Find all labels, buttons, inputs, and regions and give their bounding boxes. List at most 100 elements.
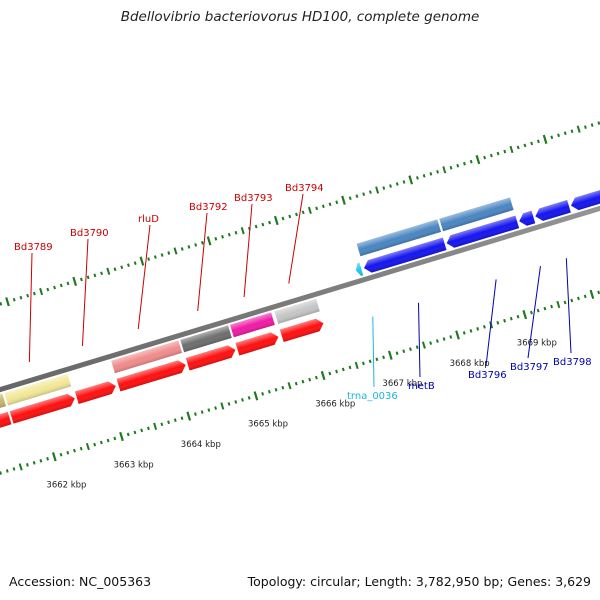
upper-ruler-tick [576,125,581,133]
upper-ruler-tick [368,190,372,194]
lower-ruler-tick [220,402,225,410]
upper-ruler-tick [167,251,171,255]
feature-Bd3790[interactable] [74,380,118,404]
upper-ruler-tick [483,155,487,160]
upper-ruler-tick [530,141,534,146]
upper-ruler-tick [557,133,560,138]
lower-ruler-tick [536,308,540,313]
upper-ruler-tick [550,135,554,140]
lower-ruler-tick [173,418,177,423]
lower-ruler-tick [354,361,359,370]
upper-ruler-tick [53,285,56,290]
feature-cog_rev-11[interactable] [230,312,275,338]
gene-label: Bd3793 [234,193,273,204]
upper-ruler-tick [5,297,10,307]
feature-cog_rev-8[interactable] [4,373,72,406]
upper-ruler-tick [449,165,453,170]
feature-cog_rev-10[interactable] [180,325,232,353]
upper-ruler-tick [93,273,97,278]
feature-Bd3798[interactable] [534,200,571,223]
feature-cog_fwd-19[interactable] [356,219,442,257]
feature-cog_rev-12[interactable] [274,298,320,324]
feature-Bd3797[interactable] [517,210,536,228]
lower-ruler-tick [79,446,83,451]
feature-cog_rev-7[interactable] [0,393,7,414]
feature-Bd3794[interactable] [279,317,325,343]
feature-cog_fwd-20[interactable] [439,197,514,232]
lower-ruler-tick [362,361,365,366]
feature-cds_fwd-18[interactable] [569,188,600,212]
lower-ruler-tick [93,442,97,447]
gene-label: Bd3796 [468,370,507,381]
upper-ruler-tick [268,220,272,225]
feature-metB[interactable] [362,237,447,275]
upper-ruler-tick [590,123,594,127]
upper-ruler-tick [436,169,440,174]
feature-cog_rev-9[interactable] [111,340,183,374]
lower-ruler-tick [26,463,29,467]
upper-ruler-tick [59,283,63,288]
leader-line [565,258,572,354]
feature-cds_rev-0[interactable] [0,411,12,432]
feature-Bd3789[interactable] [9,392,77,424]
backbone-line [0,205,600,393]
lower-ruler-tick [415,345,419,349]
lower-ruler-tick [200,410,204,414]
upper-ruler-tick [234,230,238,235]
upper-ruler-tick [348,196,352,201]
leader-line [288,193,304,284]
backbone-layer [0,205,600,393]
upper-ruler-tick [12,297,16,302]
upper-ruler-tick [113,267,117,272]
scale-label: 3663 kbp [114,460,154,470]
upper-ruler-tick [72,276,78,287]
lower-ruler-tick [106,438,110,443]
lower-ruler-tick [274,387,278,392]
lower-ruler-tick [73,448,76,453]
lower-ruler-tick [395,351,399,356]
lower-ruler-tick [328,371,332,376]
upper-ruler-tick [180,247,184,251]
lower-ruler-tick [421,341,426,349]
upper-ruler-tick [0,301,3,306]
feature-rluD[interactable] [116,359,188,392]
leader-line [197,212,208,312]
upper-ruler-tick [536,139,540,144]
upper-ruler-tick [341,195,346,205]
upper-ruler-tick [106,267,111,275]
lower-ruler-tick [59,452,63,457]
upper-ruler-tick [355,194,359,198]
lower-ruler-tick [51,452,57,462]
upper-ruler-tick [597,121,600,125]
lower-ruler-tick [402,349,406,354]
upper-ruler-tick [570,129,574,134]
lower-ruler-tick [368,359,372,364]
upper-ruler-tick [227,232,231,237]
feature-trna_0036[interactable] [354,262,364,277]
lower-ruler-tick [455,330,460,340]
feature-Bd3793[interactable] [235,331,281,356]
lower-ruler-tick [113,436,117,441]
map-title: Bdellovibrio bacteriovorus HD100, comple… [120,9,480,25]
upper-ruler-tick [496,151,500,156]
gene-label: Bd3798 [553,357,592,368]
upper-ruler-tick [194,243,198,247]
upper-ruler-tick [315,206,319,211]
lower-ruler-tick [133,430,137,435]
lower-ruler-tick [589,289,595,299]
gene-label: Bd3789 [14,242,53,253]
gene-label: rluD [138,214,159,225]
scale-label: 3662 kbp [46,481,86,491]
lower-ruler-tick [241,398,244,402]
lower-ruler-tick [126,432,130,437]
upper-ruler-tick [463,161,466,166]
feature-Bd3792[interactable] [185,344,237,371]
feature-Bd3796[interactable] [445,215,520,250]
lower-ruler-tick [583,294,587,299]
upper-ruler-tick [402,180,406,184]
lower-ruler-tick [234,400,238,404]
upper-ruler-tick [66,281,70,286]
lower-ruler-tick [335,369,338,374]
upper-ruler-tick [301,210,305,215]
